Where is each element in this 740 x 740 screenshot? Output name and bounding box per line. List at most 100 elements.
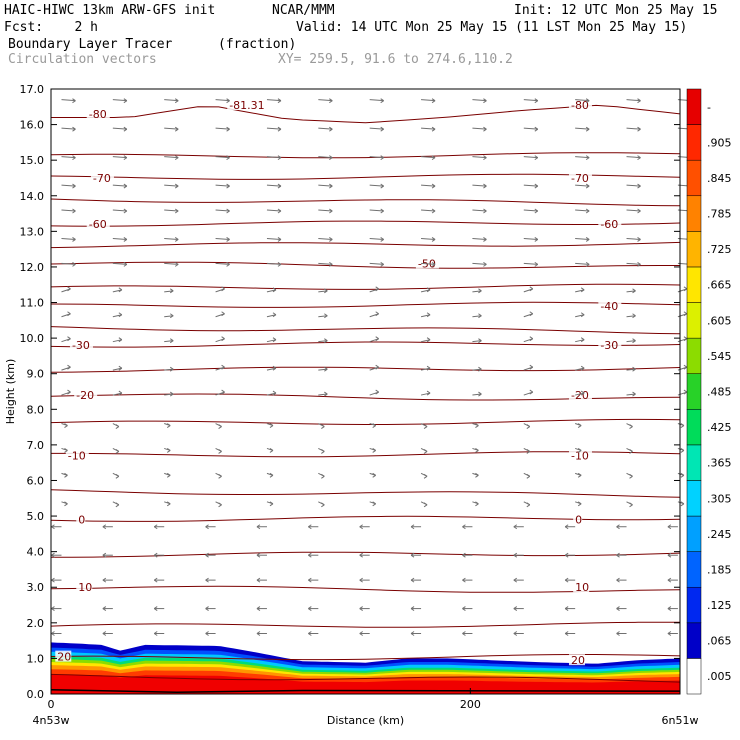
wind-vector (472, 340, 482, 343)
colorbar-label: .785 (707, 208, 732, 221)
wind-vector-head (475, 448, 479, 453)
wind-vector-head (637, 155, 641, 161)
wind-vector-head (680, 423, 685, 428)
colorbar-label: .185 (707, 563, 732, 576)
wind-vector (164, 290, 174, 293)
wind-vector-head (580, 390, 585, 396)
wind-vector (266, 237, 281, 240)
isotherm-line (50, 366, 681, 373)
wind-vector (164, 262, 179, 265)
wind-vector-head (431, 126, 436, 132)
wind-vector-head (226, 155, 230, 161)
wind-vector-head (534, 261, 539, 267)
wind-vector (575, 339, 585, 343)
wind-vector-head (475, 472, 479, 478)
contour-label: -20 (76, 389, 94, 402)
wind-vector-head (221, 364, 225, 370)
wind-vector-head (226, 126, 230, 132)
wind-vector-head (174, 126, 179, 132)
wind-vector (472, 156, 487, 159)
left-endpoint-label: 4n53w (33, 714, 70, 727)
wind-vector (61, 262, 76, 265)
wind-vector (472, 99, 487, 102)
wind-vector-head (321, 449, 325, 454)
contour-label: -10 (68, 450, 86, 463)
wind-vector (112, 262, 127, 265)
wind-vector (575, 209, 590, 212)
wind-vector-head (67, 336, 71, 342)
colorbar-swatch (686, 124, 702, 161)
wind-vector-head (226, 183, 230, 189)
org-label: NCAR/MMM (272, 3, 335, 18)
cross-section-coords: XY= 259.5, 91.6 to 274.6,110.2 (278, 52, 513, 67)
wind-vector-head (269, 472, 274, 478)
contour-label-bg (90, 171, 114, 183)
isotherm-line (50, 283, 681, 290)
wind-vector-head (580, 312, 585, 318)
wind-vector-head (426, 365, 431, 371)
wind-vector (112, 289, 122, 293)
contour-label-bg (65, 449, 89, 461)
isotherm-line (50, 241, 681, 249)
wind-vector-head (431, 208, 436, 214)
wind-vector-head (277, 155, 282, 161)
wind-vector (523, 99, 538, 102)
wind-vector-head (483, 261, 487, 267)
colorbar-swatch (686, 195, 702, 232)
wind-vector-head (423, 473, 428, 479)
wind-vector (421, 127, 436, 130)
y-tick-label: 8.0 (27, 403, 45, 416)
contour-label: -80 (89, 108, 107, 121)
wind-vector (420, 392, 431, 396)
wind-vector-head (475, 423, 479, 428)
colorbar-swatch (686, 551, 702, 588)
wind-vector (164, 184, 179, 187)
wind-vector (164, 209, 179, 212)
wind-vector-head (272, 287, 277, 293)
wind-vector (575, 314, 585, 318)
wind-vector-head (564, 577, 569, 583)
colorbar-swatch (686, 409, 702, 446)
contour-label: -10 (571, 450, 589, 463)
contour-label-bg (55, 650, 72, 662)
wind-vector-head (308, 552, 312, 558)
wind-vector-head (683, 364, 688, 370)
contour-label: -40 (600, 300, 618, 313)
y-tick-label: 9.0 (27, 368, 45, 381)
contour-label-bg (76, 581, 93, 593)
wind-vector (626, 290, 636, 293)
wind-vector (626, 393, 636, 396)
wind-vector-head (483, 208, 487, 214)
wind-vector (112, 367, 122, 371)
wind-vector-head (174, 98, 179, 104)
wind-vector-head (577, 472, 582, 478)
wind-vector-head (680, 472, 685, 478)
wind-vector-head (426, 312, 431, 318)
wind-vector (523, 127, 538, 130)
wind-vector-head (632, 313, 636, 319)
contour-label-bg (227, 99, 272, 111)
wind-vector (318, 99, 333, 102)
wind-vector-head (115, 449, 120, 454)
wind-vector-head (277, 98, 282, 104)
wind-vector-head (637, 98, 641, 104)
y-tick-label: 14.0 (20, 190, 45, 203)
contour-label-bg (573, 581, 590, 593)
wind-vector (575, 367, 585, 371)
colorbar-swatch (686, 302, 702, 339)
wind-vector-head (667, 606, 672, 612)
wind-vector-head (174, 237, 179, 242)
wind-vector-head (632, 288, 636, 294)
wind-vector-head (329, 98, 333, 104)
right-endpoint-label: 6n51w (662, 714, 699, 727)
wind-vector-head (277, 126, 282, 132)
wind-vector-head (321, 473, 325, 479)
contour-label-bg (568, 171, 592, 183)
wind-vector (61, 209, 76, 212)
wind-vector-head (431, 261, 436, 267)
colorbar-swatch (686, 480, 702, 517)
wind-vector (215, 237, 230, 240)
contour-label: -81.31 (229, 99, 264, 112)
wind-vector-head (218, 424, 222, 429)
